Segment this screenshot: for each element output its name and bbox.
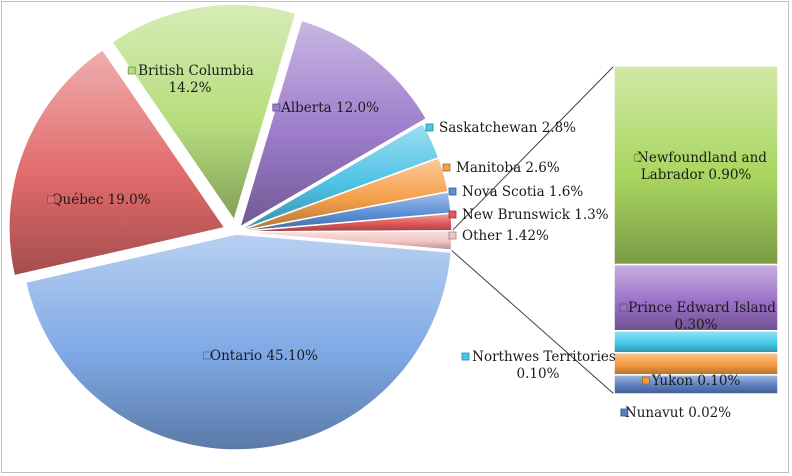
legend-key-newfoundland-and-labrador	[633, 153, 642, 162]
secondary-bar	[613, 65, 779, 395]
bar-segment-prince-edward-island	[613, 263, 779, 332]
data-label-other: Other 1.42%	[462, 228, 549, 244]
pie-slice-alberta	[238, 19, 428, 229]
legend-key-alberta	[272, 103, 281, 112]
data-label-northwes-territories: Northwes Territories 0.10%	[472, 349, 616, 382]
pie-slice-other	[235, 230, 453, 251]
data-label-quebec: Québec 19.0%	[51, 192, 150, 208]
legend-key-new-brunswick	[448, 210, 457, 219]
data-label-yukon: Yukon 0.10%	[651, 373, 741, 389]
bar-segment-newfoundland-and-labrador	[613, 65, 779, 266]
bar-segment-nunavut	[613, 374, 779, 395]
legend-key-nunavut	[620, 408, 629, 417]
pie-slice-ontario	[24, 233, 453, 451]
legend-key-manitoba	[442, 163, 451, 172]
legend-key-other	[448, 231, 457, 240]
legend-key-british-columbia	[127, 66, 136, 75]
bar-segment-yukon	[613, 352, 779, 376]
pie-slice-quebec	[8, 48, 227, 277]
legend-key-quebec	[47, 195, 55, 204]
bar-segment-northwes-territories	[613, 330, 779, 354]
pie-slice-british-columbia	[110, 3, 297, 222]
connector-line-bottom	[450, 249, 615, 395]
legend-key-northwes-territories	[461, 352, 470, 361]
data-label-manitoba: Manitoba 2.6%	[456, 160, 560, 176]
data-label-british-columbia: British Columbia 14.2%	[138, 63, 254, 96]
data-label-prince-edward-island: Prince Edward Island 0.30%	[628, 300, 776, 333]
data-label-nova-scotia: Nova Scotia 1.6%	[462, 184, 583, 200]
data-label-newfoundland-and-labrador: Newfoundland and Labrador 0.90%	[637, 150, 767, 183]
pie	[8, 3, 453, 451]
data-label-ontario: Ontario 45.10%	[210, 348, 318, 364]
legend-key-yukon	[642, 376, 650, 385]
legend-key-ontario	[202, 351, 211, 360]
data-label-alberta: Alberta 12.0%	[280, 100, 379, 116]
legend-key-nova-scotia	[448, 187, 457, 196]
data-label-saskatchewan: Saskatchewan 2.8%	[439, 120, 576, 136]
connector-lines	[450, 65, 615, 395]
connector-line-top	[451, 65, 615, 232]
data-label-nunavut: Nunavut 0.02%	[625, 405, 731, 421]
data-label-new-brunswick: New Brunswick 1.3%	[462, 207, 609, 223]
legend-key-prince-edward-island	[619, 303, 628, 312]
data-labels: Ontario 45.10% Québec 19.0% British Columb…	[47, 63, 776, 421]
legend-key-saskatchewan	[425, 123, 434, 132]
